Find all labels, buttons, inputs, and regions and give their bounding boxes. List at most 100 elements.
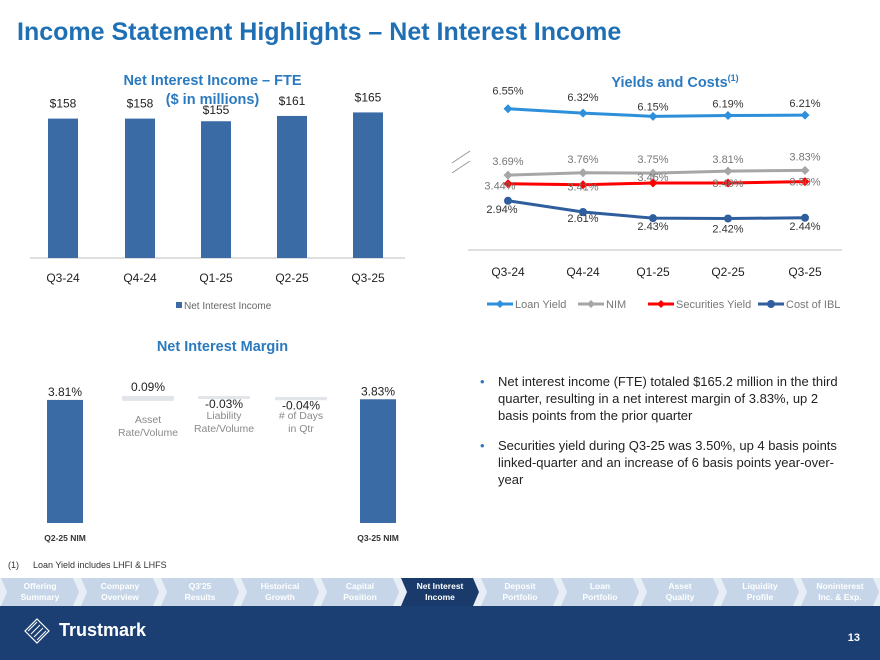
axis-break-mark — [451, 150, 471, 164]
yields-point — [723, 111, 733, 121]
yields-data-label: 2.43% — [637, 221, 668, 233]
bullet-icon: • — [480, 438, 485, 453]
nav-tab[interactable]: Historical Growth — [241, 578, 319, 606]
nim-x-label: Q3-25 NIM — [357, 533, 399, 543]
bullet-list: • Net interest income (FTE) totaled $165.… — [480, 373, 852, 501]
yields-point — [800, 177, 810, 187]
nav-tab-label: Asset Quality — [665, 581, 695, 602]
nav-tab[interactable]: Loan Portfolio — [561, 578, 639, 606]
nav-tab-label: Historical Growth — [260, 581, 300, 602]
nim-chart-title: Net Interest Margin — [156, 339, 289, 355]
nav-tab[interactable]: Q3'25 Results — [161, 578, 239, 606]
trustmark-logo: Trustmark — [23, 617, 146, 644]
nii-chart-title: Net Interest Income – FTE ($ in millions… — [100, 72, 325, 110]
yields-data-label: 2.61% — [567, 213, 598, 225]
nii-legend-swatch — [176, 302, 182, 308]
yields-data-label: 2.94% — [486, 204, 517, 216]
footer-bar — [0, 606, 880, 660]
yields-point — [648, 111, 658, 121]
yields-legend-marker — [767, 300, 775, 308]
nim-bar-value-label: -0.04% — [282, 398, 320, 412]
nii-bar — [277, 115, 307, 258]
yields-point — [578, 180, 588, 190]
nav-tab-label: Deposit Portfolio — [502, 581, 538, 602]
footnote-marker: (1) — [8, 560, 19, 570]
yields-data-label: 6.55% — [492, 86, 523, 98]
nav-tab[interactable]: Liquidity Profile — [721, 578, 799, 606]
nav-tab[interactable]: Capital Position — [321, 578, 399, 606]
bullet-icon: • — [480, 374, 485, 389]
yields-data-label: 6.15% — [637, 101, 668, 113]
nim-waterfall-bar — [122, 396, 174, 401]
nim-bar-value-label: -0.03% — [205, 397, 243, 411]
nav-tab[interactable]: Asset Quality — [641, 578, 719, 606]
nav-tab[interactable]: Net Interest Income — [401, 578, 479, 606]
nim-waterfall-bar — [275, 396, 327, 401]
nim-step-label: Rate/Volume — [118, 427, 178, 439]
yields-point — [801, 213, 809, 222]
nim-step-label: in Qtr — [288, 423, 314, 435]
nii-x-tick-label: Q2-25 — [275, 271, 309, 285]
page-number: 13 — [847, 632, 860, 644]
nim-bar-value-label: 0.09% — [131, 380, 165, 394]
nii-bar — [353, 112, 383, 258]
yields-point — [579, 208, 587, 217]
yields-chart-title-sup: (1) — [727, 73, 739, 83]
yields-data-label: 3.81% — [712, 154, 743, 166]
yields-data-label: 3.83% — [789, 151, 820, 163]
yields-x-tick-label: Q3-25 — [788, 265, 822, 279]
bullet-item: • Net interest income (FTE) totaled $165.… — [480, 373, 852, 424]
yields-point — [503, 104, 513, 114]
nav-tab-label: Net Interest Income — [416, 581, 464, 602]
nii-bar — [201, 121, 231, 258]
nii-x-tick-label: Q4-24 — [123, 271, 157, 285]
yields-point — [649, 214, 657, 223]
yields-legend-label: Securities Yield — [676, 299, 751, 311]
nii-x-tick-label: Q1-25 — [199, 271, 233, 285]
yields-data-label: 2.42% — [712, 223, 743, 235]
yields-point — [504, 196, 512, 205]
nav-tab[interactable]: Deposit Portfolio — [481, 578, 559, 606]
nav-tab[interactable]: Company Overview — [81, 578, 159, 606]
yields-point — [724, 214, 732, 223]
nii-bar-value-label: $158 — [50, 97, 77, 111]
nim-bar-value-label: 3.81% — [48, 385, 82, 399]
yields-point — [723, 166, 733, 176]
yields-data-label: 2.44% — [789, 221, 820, 233]
yields-point — [800, 110, 810, 120]
yields-legend-label: NIM — [606, 299, 626, 311]
yields-point — [578, 108, 588, 118]
nim-step-label: Liability — [206, 410, 242, 422]
nav-tab[interactable]: Offering Summary — [1, 578, 79, 606]
yields-point — [578, 168, 588, 178]
nim-bar-value-label: 3.83% — [361, 384, 395, 398]
nim-waterfall-bar — [47, 399, 83, 523]
yields-point — [648, 168, 658, 178]
yields-data-label: 6.19% — [712, 99, 743, 111]
logo-mark-icon — [24, 618, 50, 644]
yields-data-label: 3.44% — [484, 181, 515, 193]
yields-data-label: 3.41% — [567, 182, 598, 194]
yields-x-tick-label: Q1-25 — [636, 265, 670, 279]
yields-x-tick-label: Q4-24 — [566, 265, 600, 279]
nii-chart-title-line2: ($ in millions) — [165, 92, 260, 108]
nav-tab-label: Company Overview — [100, 581, 140, 602]
yields-data-label: 6.21% — [789, 98, 820, 110]
nav-tab-label: Liquidity Profile — [742, 581, 778, 602]
nim-x-label: Q2-25 NIM — [44, 533, 86, 543]
nii-bar-value-label: $155 — [203, 103, 230, 117]
page-title: Income Statement Highlights – Net Intere… — [17, 18, 622, 46]
nii-chart-title-line1: Net Interest Income – FTE — [123, 73, 302, 89]
nav-tab[interactable]: Noninterest Inc. & Exp. — [801, 578, 879, 606]
nim-step-label: # of Days — [279, 410, 323, 422]
charts-canvas: $158 Q3-24 $158 Q4-24 $155 Q1-25 $161 Q2-25 $165… — [30, 86, 842, 543]
yields-point — [503, 179, 513, 189]
nim-waterfall-bar — [198, 396, 250, 399]
yields-series-line — [507, 199, 806, 220]
yields-legend-marker — [587, 300, 595, 308]
yields-x-tick-label: Q2-25 — [711, 265, 745, 279]
yields-data-label: 3.75% — [637, 154, 668, 166]
yields-point — [723, 178, 733, 188]
yields-legend-marker — [496, 300, 504, 308]
yields-data-label: 3.69% — [492, 156, 523, 168]
